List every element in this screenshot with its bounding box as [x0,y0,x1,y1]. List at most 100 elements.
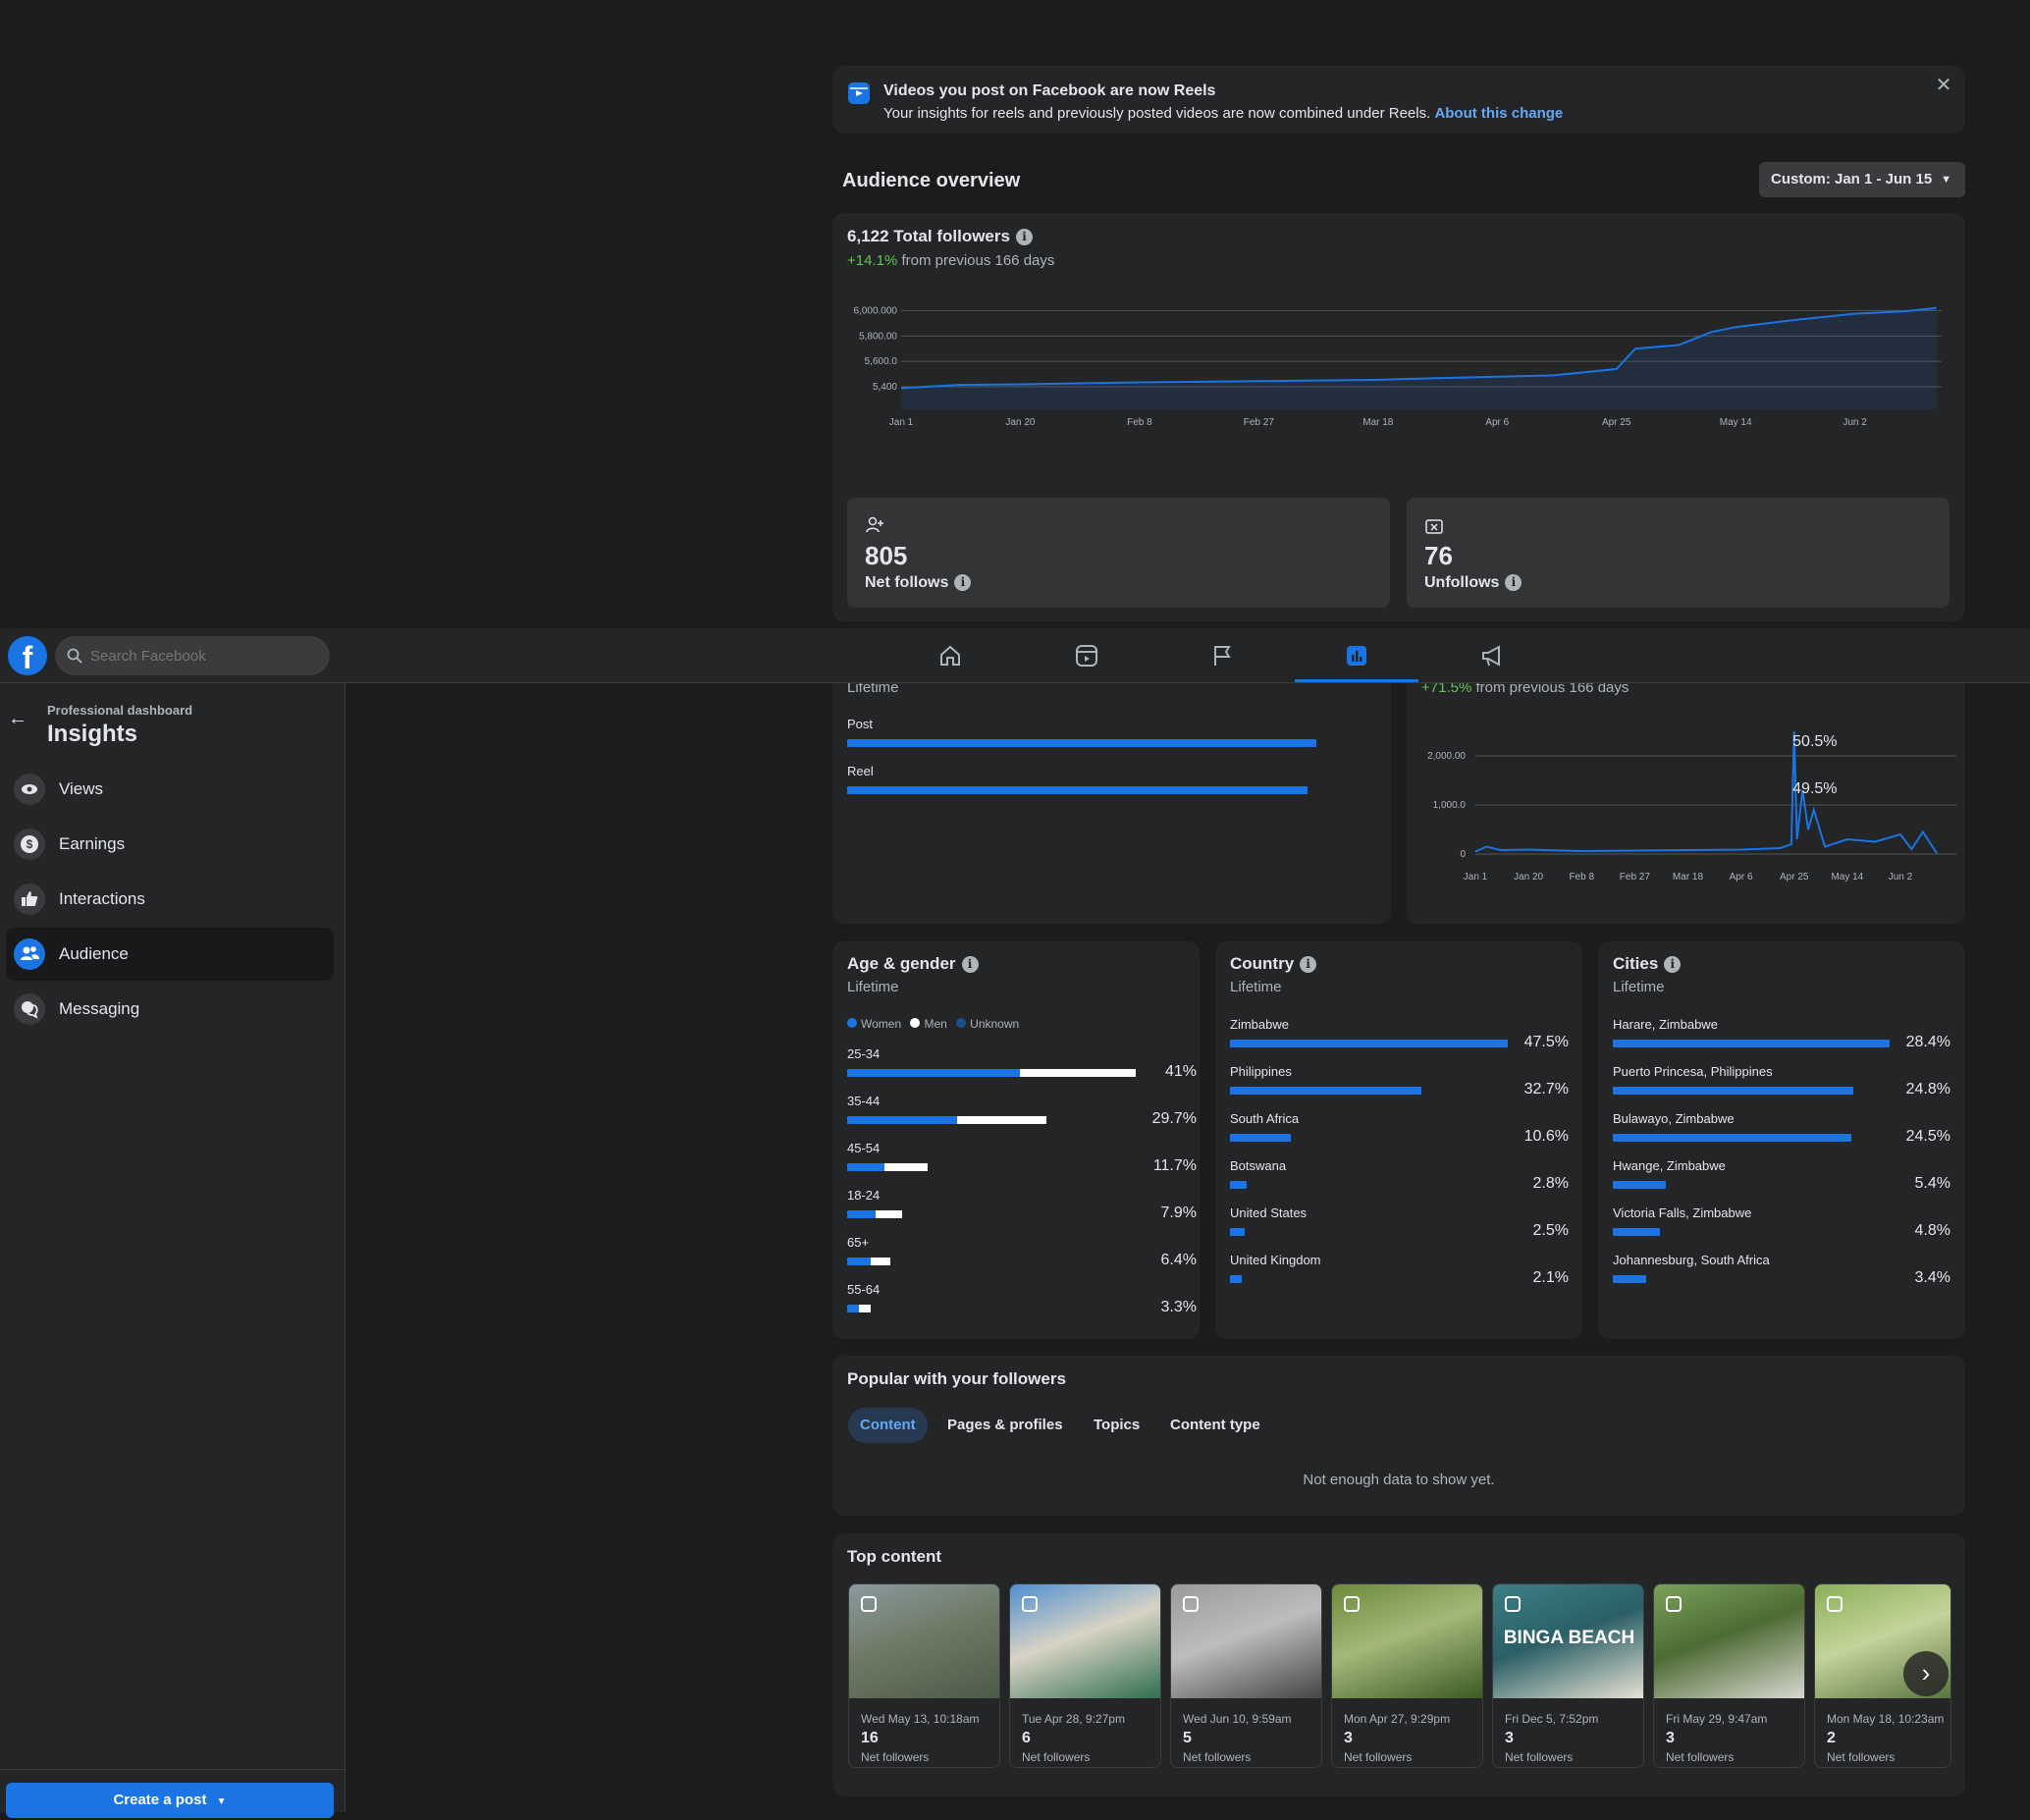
sidebar-item-label: Interactions [59,889,145,908]
bar-fill [1613,1040,1890,1047]
sidebar-item-earnings[interactable]: $ Earnings [6,818,334,871]
info-icon[interactable]: i [961,956,979,974]
country-sublabel: Lifetime [1230,979,1282,995]
person-remove-icon [1424,515,1444,535]
x-tick-label: Jun 2 [1889,872,1913,883]
banner-title: Videos you post on Facebook are now Reel… [883,82,1216,99]
bar-row: Victoria Falls, Zimbabwe 4.8% [1613,1205,1950,1253]
top-navbar: f [0,628,2030,683]
top-content-item[interactable]: Wed Jun 10, 9:59am 5 Net followers [1170,1583,1322,1768]
home-icon[interactable] [936,642,964,669]
x-tick-label: Jan 20 [1005,417,1035,428]
sidebar-item-messaging[interactable]: Messaging [6,983,334,1036]
bar-fill-men [870,1258,891,1265]
people-icon [14,938,45,970]
net-followers-count: 5 [1183,1730,1192,1746]
sidebar-item-audience[interactable]: Audience [6,928,334,981]
y-tick-label: 1,000.0 [1433,800,1467,811]
megaphone-icon[interactable] [1478,642,1506,669]
bar-fill [1613,1134,1851,1142]
x-tick-label: Mar 18 [1673,872,1704,883]
bar-pct: 3.3% [1160,1299,1197,1315]
bar-pct: 5.4% [1914,1175,1950,1192]
left-sidebar: ← Professional dashboard Insights Views … [0,683,346,1818]
bar-pct: 6.4% [1160,1252,1197,1268]
bar-row: Botswana 2.8% [1230,1158,1569,1205]
top-content-item[interactable]: Fri May 29, 9:47am 3 Net followers [1653,1583,1805,1768]
insights-icon[interactable] [1343,642,1370,669]
post-type-icon [1666,1596,1682,1612]
date-range-label: Custom: Jan 1 - Jun 15 [1771,171,1933,187]
tab-topics[interactable]: Topics [1094,1417,1141,1433]
follows-chart: 0 1,000.0 2,000.00 Jan 1 Jan 20 Feb 8 Feb 27 Ma… [1427,730,1956,883]
reels-banner: Videos you post on Facebook are now Reel… [832,66,1965,134]
sidebar-bottom-divider [0,1769,346,1770]
chat-icon [14,993,45,1025]
net-followers-count: 3 [1344,1730,1353,1746]
about-change-link[interactable]: About this change [1434,105,1564,122]
unfollows-value: 76 [1424,541,1453,570]
bar-fill [847,1210,877,1218]
bar-fill-men [858,1305,871,1312]
sidebar-item-label: Views [59,779,104,798]
x-tick-label: Jun 2 [1843,417,1867,428]
tab-pages-profiles[interactable]: Pages & profiles [947,1417,1063,1433]
tab-content[interactable]: Content [848,1408,928,1443]
top-content-item[interactable]: Mon Apr 27, 9:29pm 3 Net followers [1331,1583,1483,1768]
legend-men: Men [910,1017,947,1031]
back-arrow-icon[interactable]: ← [8,708,27,729]
thumbnail-image [1171,1584,1321,1698]
net-followers-label: Net followers [1666,1750,1735,1764]
close-icon[interactable]: ✕ [1935,75,1952,96]
net-followers-count: 3 [1505,1730,1514,1746]
legend-women: Women [847,1017,901,1031]
unfollows-label-text: Unfollows [1424,574,1500,591]
x-tick-label: Feb 8 [1569,872,1594,883]
bar-pct: 32.7% [1523,1081,1569,1097]
bar-row: Johannesburg, South Africa 3.4% [1613,1253,1950,1300]
thumbnail-image [1332,1584,1482,1698]
net-followers-count: 6 [1022,1730,1031,1746]
create-post-button[interactable]: Create a post ▼ [6,1783,334,1818]
country-title: Country i [1230,954,1317,974]
top-content-item[interactable]: Tue Apr 28, 9:27pm 6 Net followers [1009,1583,1161,1768]
info-icon[interactable]: i [1300,956,1317,974]
info-icon[interactable]: i [1664,956,1682,974]
info-icon[interactable]: i [1505,574,1522,592]
bar-row: United Kingdom 2.1% [1230,1253,1569,1300]
top-content-item[interactable]: BINGA BEACH Fri Dec 5, 7:52pm 3 Net followe… [1492,1583,1644,1768]
dollar-icon: $ [14,829,45,860]
next-arrow-button[interactable]: › [1903,1651,1949,1696]
search-input[interactable] [90,636,316,675]
content-type-card: Lifetime [832,668,1391,924]
date-range-dropdown[interactable]: Custom: Jan 1 - Jun 15 ▼ [1759,162,1965,197]
flag-icon[interactable] [1208,642,1236,669]
reels-nav-icon[interactable] [1073,642,1100,669]
caret-down-icon: ▼ [1941,174,1951,186]
x-tick-label: Apr 25 [1780,872,1809,883]
total-followers: 6,122 Total followers i [847,227,1033,246]
bar-row: 65+ 6.4% [847,1235,1197,1282]
bar-pct: 2.1% [1532,1269,1569,1286]
bar-row: 55-64 3.3% [847,1282,1197,1329]
post-type-icon [1827,1596,1843,1612]
search-icon [67,648,82,664]
follows-trend-card: +71.5% from previous 166 days 0 1,000.0 2,… [1407,668,1965,924]
follows-change-text: from previous 166 days [1475,679,1629,696]
top-content-item[interactable]: Wed May 13, 10:18am 16 Net followers [848,1583,1000,1768]
bar-fill [847,786,1308,794]
sidebar-item-interactions[interactable]: Interactions [6,873,334,926]
banner-text: Your insights for reels and previously p… [883,105,1431,122]
facebook-logo-icon[interactable]: f [8,636,47,675]
info-icon[interactable]: i [954,574,972,592]
followers-chart: 5,400 5,600.0 5,800.00 6,000.000 Jan 1 Jan 20… [854,305,1942,428]
bar-fill-men [876,1210,902,1218]
thumbnail-image [849,1584,999,1698]
info-icon[interactable]: i [1015,229,1033,246]
tab-content-type[interactable]: Content type [1170,1417,1260,1433]
net-followers-label: Net followers [1022,1750,1091,1764]
bar-fill [1230,1134,1292,1142]
net-followers-label: Net followers [1183,1750,1252,1764]
sidebar-item-views[interactable]: Views [6,763,334,816]
search-box[interactable] [55,636,330,675]
